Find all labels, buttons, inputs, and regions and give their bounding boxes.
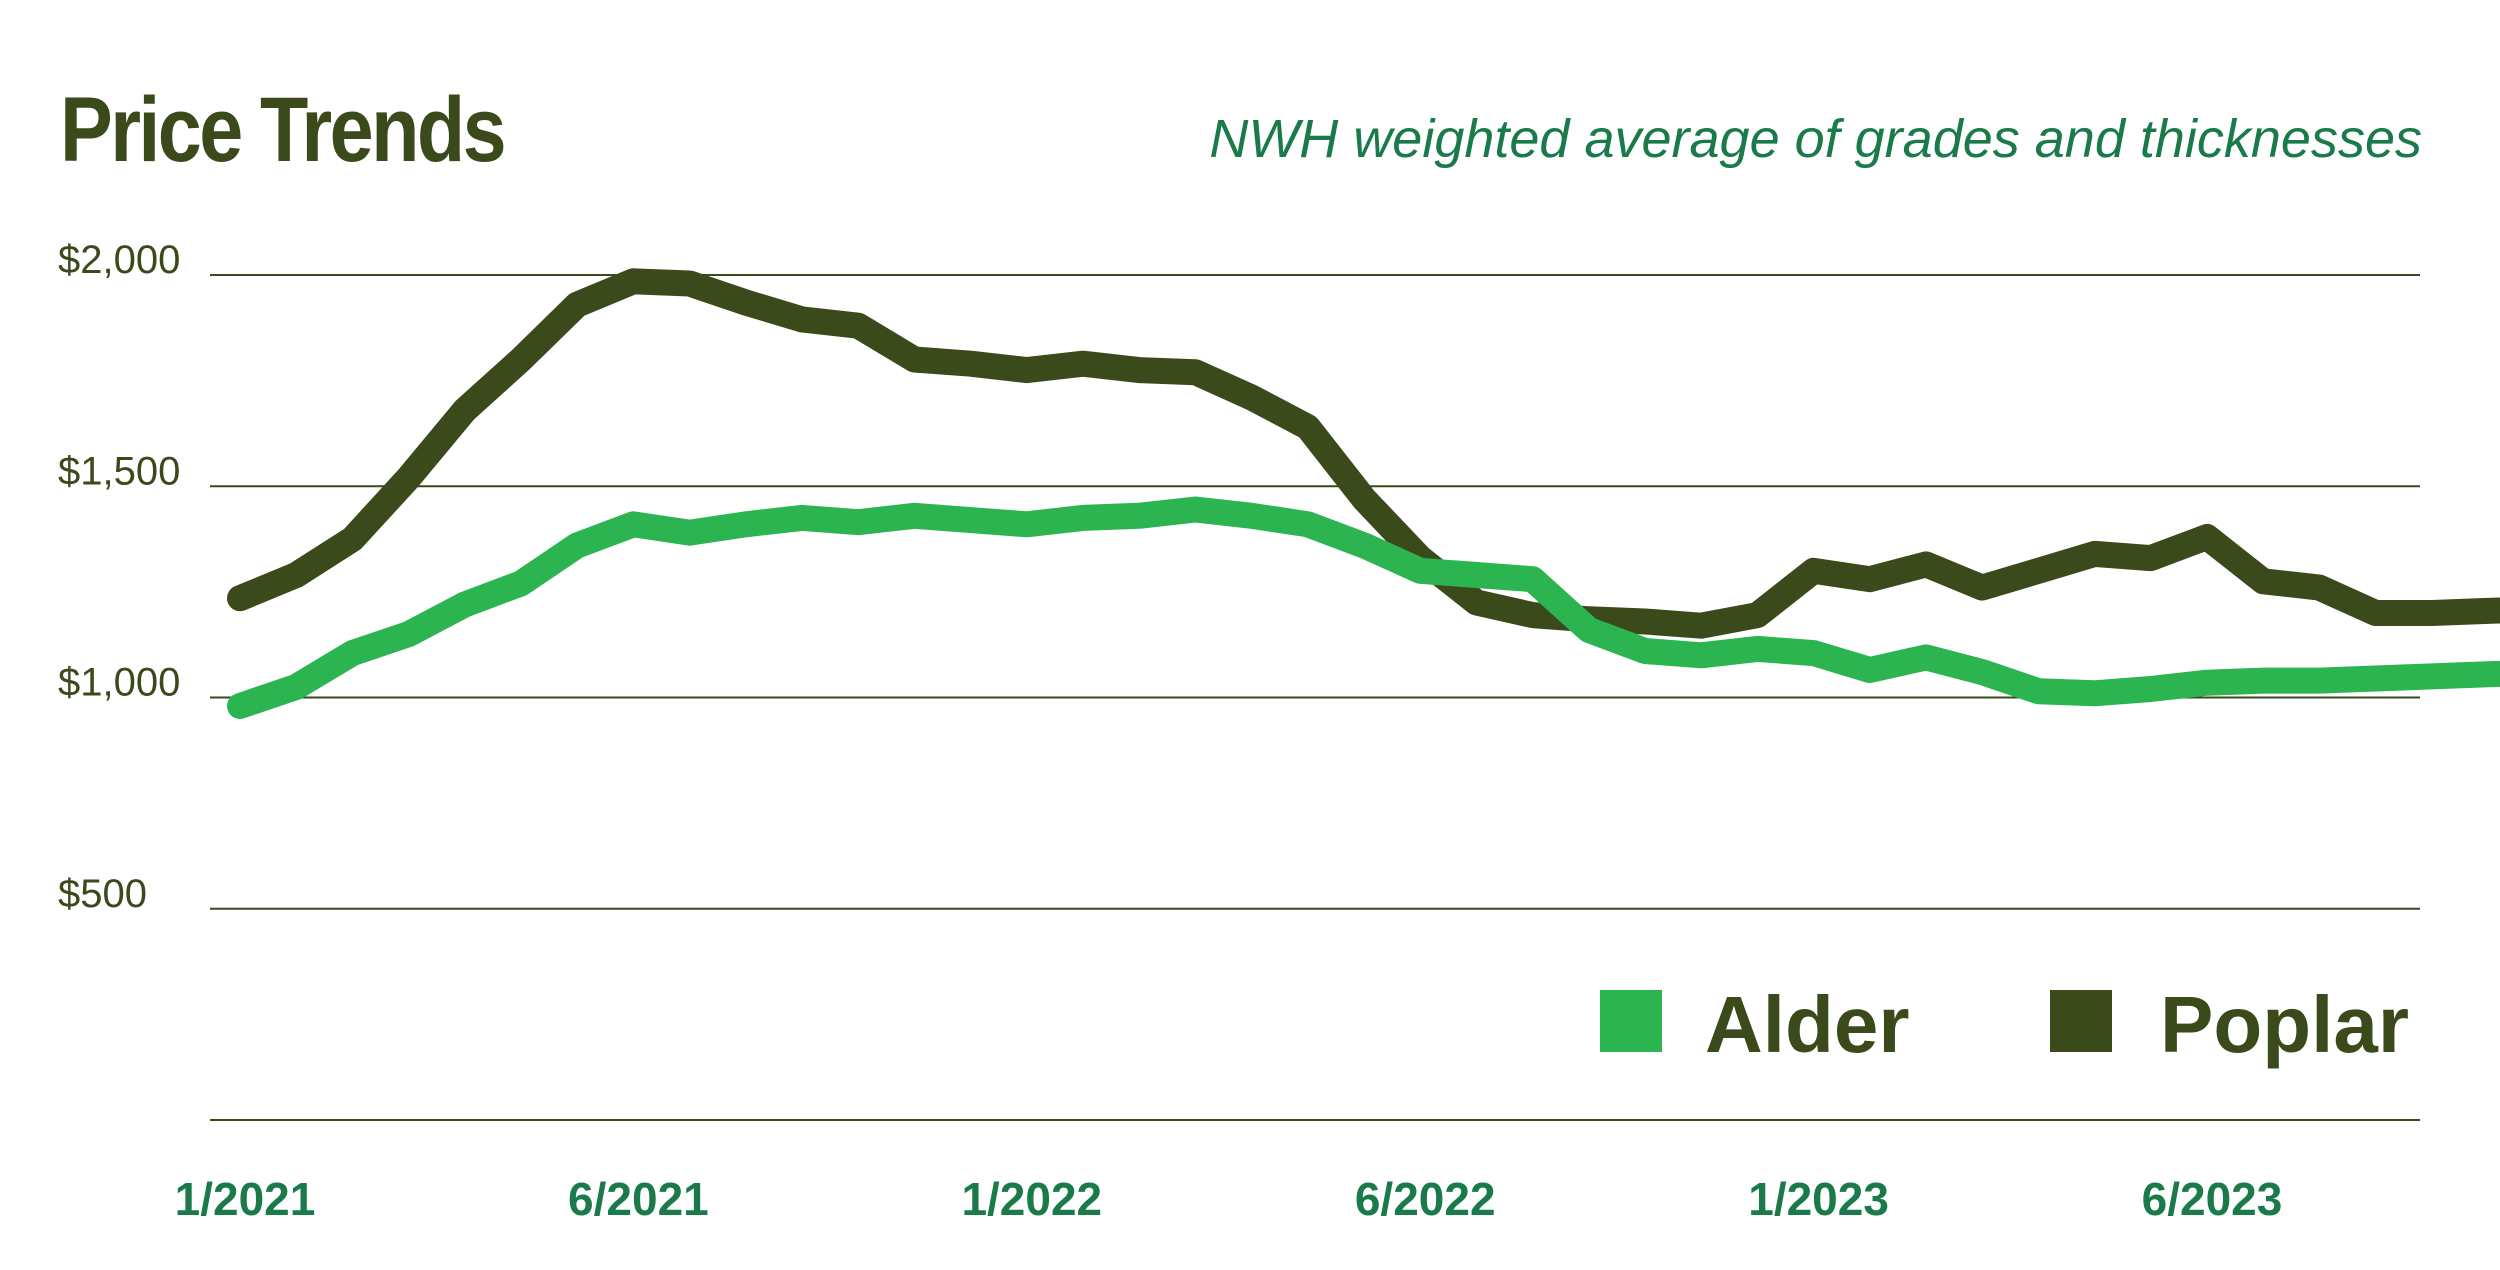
series-lines	[227, 268, 2500, 719]
y-tick-label: $1,500	[58, 449, 180, 493]
x-tick-label: 6/2023	[2142, 1173, 2283, 1225]
legend-label-alder: Alder	[1705, 980, 1910, 1069]
y-tick-label: $2,000	[58, 238, 180, 282]
legend-swatch-alder	[1600, 990, 1662, 1052]
series-line-alder	[227, 496, 2500, 719]
chart-subtitle: NWH weighted average of grades and thick…	[1209, 109, 2422, 169]
y-tick-label: $1,000	[58, 661, 180, 705]
legend-label-poplar: Poplar	[2160, 980, 2409, 1069]
legend-swatch-poplar	[2050, 990, 2112, 1052]
series-line-poplar	[227, 268, 2500, 639]
chart-title: Price Trends	[60, 79, 507, 181]
legend: Alder Poplar	[1600, 980, 2409, 1069]
x-axis-tick-labels: 1/20216/20211/20226/20221/20236/20231/20…	[175, 1173, 2283, 1225]
x-tick-label: 1/2023	[1748, 1173, 1889, 1225]
y-tick-label: $500	[58, 872, 147, 916]
x-tick-label: 6/2022	[1355, 1173, 1496, 1225]
x-tick-label: 1/2022	[961, 1173, 1102, 1225]
y-axis-tick-labels: $2,000 $1,500 $1,000 $500	[58, 238, 180, 916]
x-tick-label: 1/2021	[175, 1173, 316, 1225]
x-tick-label: 6/2021	[568, 1173, 709, 1225]
